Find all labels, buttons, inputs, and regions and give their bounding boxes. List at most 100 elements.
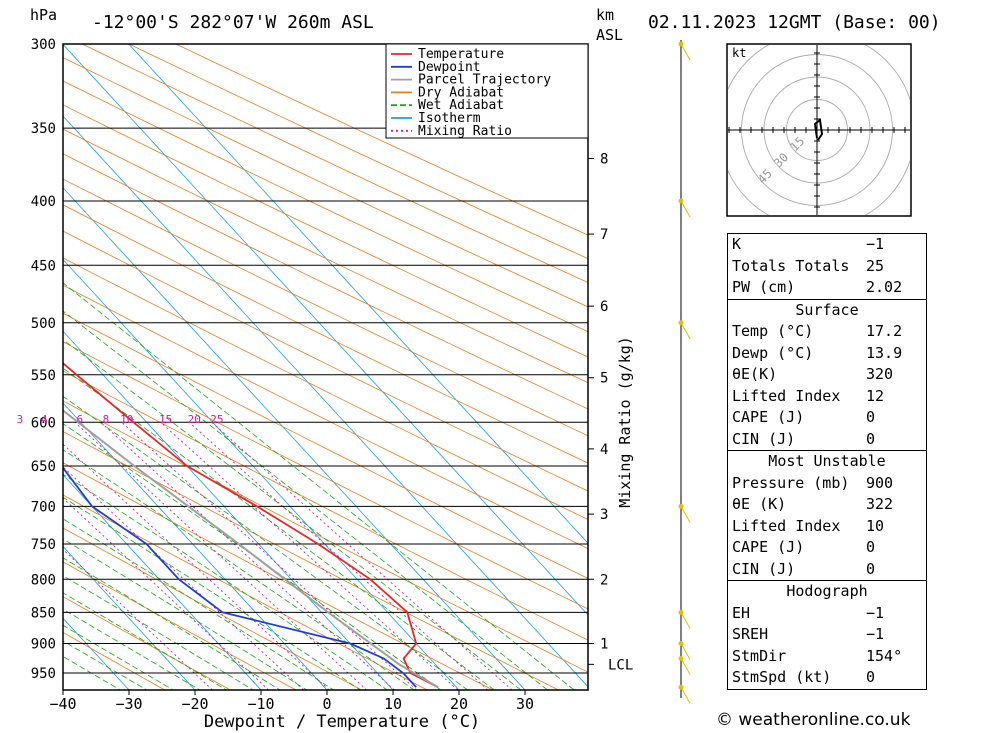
stats-row: CIN (J) 0 [728,429,926,451]
stats-section-title: Surface [795,300,859,319]
stats-panel: K −1 Totals Totals 25 PW (cm) 2.02 Surface Temp… [727,233,927,690]
mixing-ratio-line [160,421,458,690]
pressure-tick-label: 950 [31,666,56,682]
pressure-tick-label: 300 [31,37,56,53]
dry-adiabat-line [63,341,588,610]
dry-adiabat-line [63,400,588,673]
isotherm-line [63,689,64,690]
x-tick-label: 20 [450,695,468,713]
km-tick-label: 4 [600,442,608,458]
isotherm-line [63,44,588,616]
km-tick-label: 3 [600,507,608,523]
wet-adiabat-line [63,608,201,690]
stats-value: −1 [866,625,885,643]
wind-barb [680,43,691,61]
isotherm-line [63,474,262,690]
km-tick-label: 1 [600,637,608,653]
km-tick-label: 5 [600,371,608,387]
stats-label: StmDir [732,646,787,665]
stats-value: 25 [866,256,885,275]
mixing-ratio-line [188,421,489,690]
dry-adiabat-line [63,370,588,641]
legend-entry: Mixing Ratio [418,124,512,139]
dry-adiabat-line [63,204,588,464]
height-unit-label-asl: ASL [596,26,623,44]
x-axis-label: Dewpoint / Temperature (°C) [204,712,480,732]
stats-value: 900 [866,473,894,492]
mixing-ratio-label: 8 [103,413,110,426]
stats-value: 17.2 [866,322,903,340]
stats-label: θE (K) [732,495,787,513]
stats-row: Pressure (mb) 900 [728,473,926,495]
dry-adiabat-line [63,527,363,690]
dry-adiabat-line [63,494,429,690]
x-tick-label: −30 [115,695,142,713]
km-tick-label: LCL [608,657,633,673]
mixing-ratio-line [100,421,395,690]
wind-barb [680,643,691,660]
km-tick-label: 2 [600,572,608,588]
pressure-tick-label: 400 [31,194,56,210]
pressure-tick-label: 650 [31,459,56,475]
stats-row: θE(K) 320 [728,364,926,386]
stats-row: Lifted Index 10 [728,516,926,538]
legend-entry: Parcel Trajectory [418,73,551,88]
isotherm-line [63,402,328,690]
legend-entry: Wet Adiabat [418,98,504,113]
stats-row: Totals Totals 25 [728,256,926,278]
dry-adiabat-line [63,431,560,690]
legend-box [385,43,589,139]
stats-basic: K −1 Totals Totals 25 PW (cm) 2.02 [727,233,927,300]
stats-value: −1 [866,603,885,622]
stats-value: 0 [866,668,876,686]
wind-barb [680,658,691,675]
stats-label: EH [732,603,751,622]
stats-surface: Surface Temp (°C) 17.2 Dewp (°C) 13.9 θE(K) 32… [727,298,927,451]
wet-adiabat-line [63,592,228,690]
legend-entry: Temperature [418,47,504,62]
hodograph-unit: kt [732,46,746,60]
wet-adiabat-line [63,518,335,690]
stats-value: 320 [866,365,894,383]
wet-adiabat-line [63,624,174,690]
stats-label: PW (cm) [732,278,796,296]
stats-label: CIN (J) [732,429,796,448]
stats-row: CAPE (J) 0 [728,537,926,559]
wet-adiabat-line [63,310,549,690]
stats-row: Temp (°C) 17.2 [728,321,926,343]
dry-adiabat-line [63,631,166,690]
wet-adiabat-line [63,575,254,690]
pressure-tick-label: 350 [31,121,56,137]
series-temperature [63,362,439,689]
stats-label: Dewp (°C) [732,343,814,362]
wind-barb [680,686,691,704]
dry-adiabat-line [63,257,588,520]
stats-value: 10 [866,516,885,535]
pressure-tick-label: 600 [31,415,56,431]
pressure-tick-label: 700 [31,499,56,515]
wet-adiabat-line [63,557,281,690]
stats-label: CAPE (J) [732,538,805,556]
mixing-ratio-line [121,421,417,690]
isotherm-line [63,258,460,690]
location-title: -12°00'S 282°07'W 260m ASL [92,12,374,33]
wind-barb [680,322,691,340]
series-dewpoint [63,466,417,688]
mixing-ratio-label: 6 [76,413,83,426]
mixing-ratio-line [74,421,368,690]
pressure-unit-label: hPa [30,6,57,24]
stats-value: 12 [866,386,885,405]
stats-label: θE(K) [732,365,778,383]
stats-row: Dewp (°C) 13.9 [728,343,926,365]
stats-row: StmSpd (kt) 0 [728,667,926,689]
isotherm-line [63,115,588,688]
stats-label: Totals Totals [732,256,850,275]
pressure-tick-label: 850 [31,605,56,621]
mixing-ratio-label: 20 [188,413,201,426]
stats-label: Pressure (mb) [732,473,850,492]
stats-row: SREH −1 [728,624,926,646]
legend-entry: Isotherm [418,111,481,126]
dry-adiabat-line [63,230,588,492]
dry-adiabat-line [63,312,588,579]
